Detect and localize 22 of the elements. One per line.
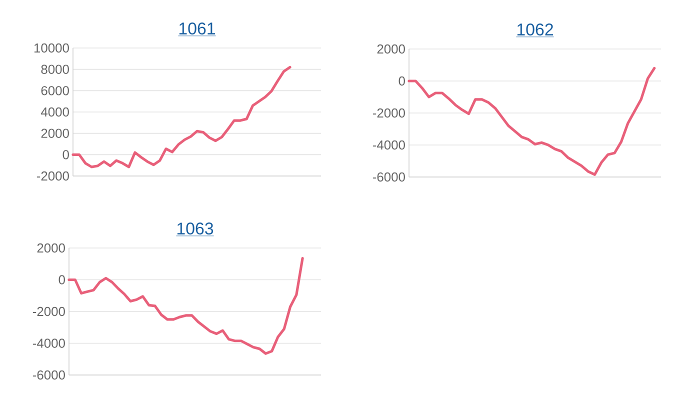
y-tick-label: -4000 — [372, 140, 405, 150]
y-tick-label: -2000 — [36, 171, 69, 181]
y-tick-label: -6000 — [32, 370, 65, 380]
y-tick-label: 0 — [58, 275, 65, 284]
y-tick-label: 2000 — [377, 44, 405, 54]
y-tick-label: 6000 — [41, 86, 69, 96]
chart-title: 1063 — [177, 222, 214, 235]
y-tick-label: 4000 — [40, 107, 69, 117]
y-tick-label: -6000 — [372, 172, 405, 182]
y-tick-label: 2000 — [41, 128, 69, 138]
line-series — [72, 66, 292, 168]
y-tick-label: -2000 — [32, 306, 65, 316]
y-tick-label: -4000 — [32, 338, 65, 348]
chart-title: 1062 — [517, 24, 553, 36]
y-tick-label: 0 — [398, 76, 405, 86]
y-tick-label: 8000 — [41, 64, 69, 74]
y-tick-label: 10000 — [34, 43, 69, 53]
line-series — [408, 66, 656, 176]
chart-title: 1061 — [179, 22, 216, 35]
y-tick-label: 2000 — [37, 243, 65, 253]
y-tick-label: -2000 — [372, 108, 405, 118]
y-tick-label: 0 — [62, 150, 69, 160]
